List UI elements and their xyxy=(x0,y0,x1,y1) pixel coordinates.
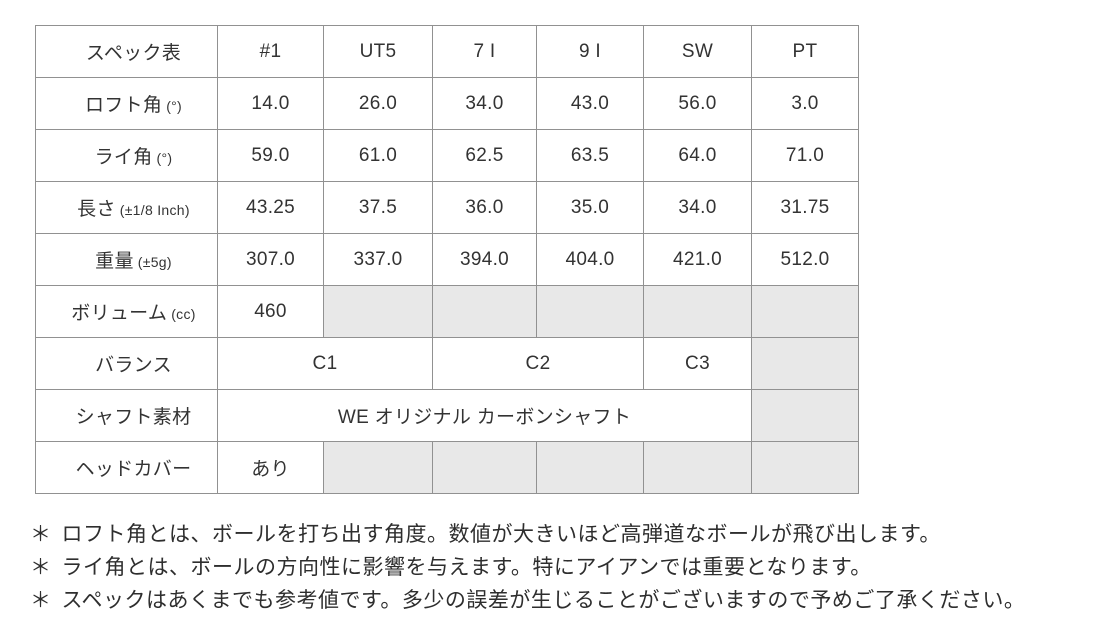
length-value: 35.0 xyxy=(536,181,644,234)
col-header-pt: PT xyxy=(751,25,859,78)
lie-value: 59.0 xyxy=(217,129,324,182)
loft-value: 43.0 xyxy=(536,77,644,130)
volume-value: 460 xyxy=(217,285,324,338)
lie-label: ライ角 (°) xyxy=(35,129,218,182)
empty-cell xyxy=(323,285,433,338)
loft-value: 3.0 xyxy=(751,77,859,130)
asterisk-marker: ＊ xyxy=(30,589,52,612)
empty-cell xyxy=(536,285,644,338)
loft-label: ロフト角 (°) xyxy=(35,77,218,130)
empty-cell xyxy=(751,337,859,390)
footnotes: ＊ ロフト角とは、ボールを打ち出す角度。数値が大きいほど高弾道なボールが飛び出しま… xyxy=(30,518,1025,617)
weight-value: 421.0 xyxy=(643,233,752,286)
weight-label: 重量 (±5g) xyxy=(35,233,218,286)
headcover-row: ヘッドカバー あり xyxy=(35,441,859,494)
lie-value: 61.0 xyxy=(323,129,433,182)
balance-label: バランス xyxy=(35,337,218,390)
headcover-value: あり xyxy=(217,441,324,494)
col-header-sw: SW xyxy=(643,25,752,78)
footnote-loft: ＊ ロフト角とは、ボールを打ち出す角度。数値が大きいほど高弾道なボールが飛び出しま… xyxy=(30,518,1025,551)
lie-value: 71.0 xyxy=(751,129,859,182)
col-header-7i: 7 I xyxy=(432,25,537,78)
length-value: 43.25 xyxy=(217,181,324,234)
balance-row: バランス C1 C2 C3 xyxy=(35,337,859,390)
balance-c3: C3 xyxy=(643,337,752,390)
length-value: 34.0 xyxy=(643,181,752,234)
weight-value: 404.0 xyxy=(536,233,644,286)
asterisk-marker: ＊ xyxy=(30,523,52,546)
shaft-label: シャフト素材 xyxy=(35,389,218,442)
volume-row: ボリューム (cc) 460 xyxy=(35,285,859,338)
empty-cell xyxy=(432,441,537,494)
length-value: 31.75 xyxy=(751,181,859,234)
length-row: 長さ (±1/8 Inch) 43.25 37.5 36.0 35.0 34.0 … xyxy=(35,181,859,234)
length-value: 37.5 xyxy=(323,181,433,234)
weight-unit: (±5g) xyxy=(137,254,172,270)
empty-cell xyxy=(751,285,859,338)
lie-value: 64.0 xyxy=(643,129,752,182)
col-header-ut5: UT5 xyxy=(323,25,433,78)
balance-c1: C1 xyxy=(217,337,433,390)
weight-value: 512.0 xyxy=(751,233,859,286)
loft-value: 34.0 xyxy=(432,77,537,130)
headcover-label: ヘッドカバー xyxy=(35,441,218,494)
balance-c2: C2 xyxy=(432,337,644,390)
weight-row: 重量 (±5g) 307.0 337.0 394.0 404.0 421.0 51… xyxy=(35,233,859,286)
loft-value: 26.0 xyxy=(323,77,433,130)
footnote-lie: ＊ ライ角とは、ボールの方向性に影響を与えます。特にアイアンでは重要となります。 xyxy=(30,551,1025,584)
empty-cell xyxy=(536,441,644,494)
loft-unit: (°) xyxy=(166,98,183,114)
empty-cell xyxy=(643,285,752,338)
header-row: スペック表 #1 UT5 7 I 9 I SW PT xyxy=(35,25,859,78)
loft-row: ロフト角 (°) 14.0 26.0 34.0 43.0 56.0 3.0 xyxy=(35,77,859,130)
lie-unit: (°) xyxy=(156,150,173,166)
length-unit: (±1/8 Inch) xyxy=(119,202,190,218)
asterisk-marker: ＊ xyxy=(30,556,52,579)
volume-unit: (cc) xyxy=(171,306,196,322)
weight-value: 394.0 xyxy=(432,233,537,286)
length-label: 長さ (±1/8 Inch) xyxy=(35,181,218,234)
lie-row: ライ角 (°) 59.0 61.0 62.5 63.5 64.0 71.0 xyxy=(35,129,859,182)
footnote-text: ライ角とは、ボールの方向性に影響を与えます。特にアイアンでは重要となります。 xyxy=(61,556,872,579)
empty-cell xyxy=(323,441,433,494)
col-header-9i: 9 I xyxy=(536,25,644,78)
lie-value: 63.5 xyxy=(536,129,644,182)
footnote-text: ロフト角とは、ボールを打ち出す角度。数値が大きいほど高弾道なボールが飛び出します… xyxy=(61,523,941,546)
empty-cell xyxy=(432,285,537,338)
volume-label: ボリューム (cc) xyxy=(35,285,218,338)
shaft-row: シャフト素材 WE オリジナル カーボンシャフト xyxy=(35,389,859,442)
col-header-1: #1 xyxy=(217,25,324,78)
footnote-disclaimer: ＊ スペックはあくまでも参考値です。多少の誤差が生じることがございますので予めご了… xyxy=(30,584,1025,617)
table-title: スペック表 xyxy=(35,25,218,78)
loft-value: 14.0 xyxy=(217,77,324,130)
footnote-text: スペックはあくまでも参考値です。多少の誤差が生じることがございますので予めご了承… xyxy=(61,589,1026,612)
empty-cell xyxy=(751,389,859,442)
length-value: 36.0 xyxy=(432,181,537,234)
shaft-value: WE オリジナル カーボンシャフト xyxy=(217,389,752,442)
spec-table: スペック表 #1 UT5 7 I 9 I SW PT ロフト角 (°) 14.0 … xyxy=(35,25,859,494)
weight-value: 307.0 xyxy=(217,233,324,286)
lie-value: 62.5 xyxy=(432,129,537,182)
loft-value: 56.0 xyxy=(643,77,752,130)
empty-cell xyxy=(751,441,859,494)
empty-cell xyxy=(643,441,752,494)
weight-value: 337.0 xyxy=(323,233,433,286)
